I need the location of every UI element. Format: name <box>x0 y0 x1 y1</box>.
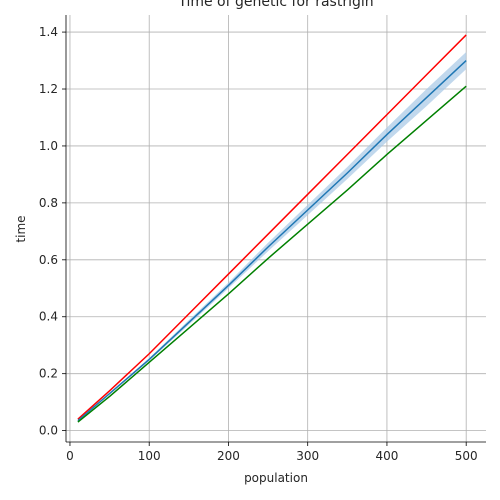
axes <box>62 15 486 446</box>
y-tick-label: 0.4 <box>39 310 58 324</box>
tick-labels: 0 100 200 300 400 500 0.0 0.2 0.4 0.6 0.8 1.0 1.2 1.4 <box>39 25 478 463</box>
chart-title: Time of genetic for rastrigin <box>177 0 373 10</box>
confidence-bands <box>77 52 467 422</box>
confidence-band-1 <box>77 52 467 422</box>
y-tick-label: 1.4 <box>39 25 58 39</box>
series-lines <box>77 34 467 423</box>
y-tick-label: 0.8 <box>39 196 58 210</box>
y-tick-label: 1.2 <box>39 82 58 96</box>
y-tick-label: 0.2 <box>39 367 58 381</box>
y-axis-label: time <box>14 215 28 242</box>
series-line-0 <box>77 34 467 420</box>
x-tick-label: 400 <box>375 449 398 463</box>
y-tick-label: 0.0 <box>39 424 58 438</box>
x-tick-label: 300 <box>296 449 319 463</box>
x-tick-label: 500 <box>455 449 478 463</box>
y-tick-label: 1.0 <box>39 139 58 153</box>
x-tick-label: 200 <box>217 449 240 463</box>
series-line-2 <box>77 85 467 423</box>
series-line-1 <box>77 59 467 422</box>
y-tick-label: 0.6 <box>39 253 58 267</box>
x-tick-label: 0 <box>66 449 74 463</box>
x-tick-label: 100 <box>138 449 161 463</box>
x-axis-label: population <box>244 471 308 485</box>
